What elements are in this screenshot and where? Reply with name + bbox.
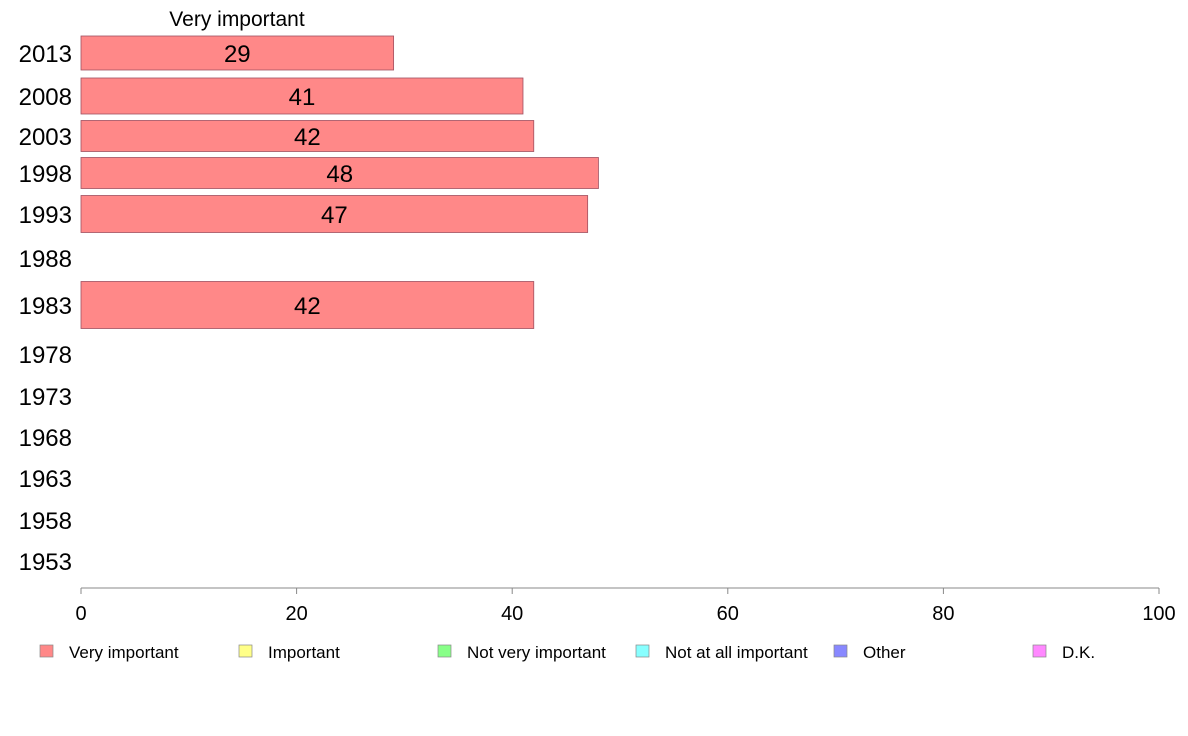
y-label-1963: 1963 (19, 466, 72, 493)
data-label-2003: 42 (294, 124, 321, 151)
x-tick-label-40: 40 (501, 603, 523, 625)
y-label-2008: 2008 (19, 84, 72, 111)
legend-swatch-0 (39, 644, 54, 658)
x-tick-label-20: 20 (285, 603, 307, 625)
legend-swatch-2 (437, 644, 452, 658)
legend-label-2: Not very important (467, 643, 606, 662)
y-label-1953: 1953 (19, 549, 72, 576)
legend-label-4: Other (863, 643, 906, 662)
x-tick-label-100: 100 (1142, 603, 1175, 625)
legend-swatch-5 (1032, 644, 1047, 658)
legend-swatch-1 (238, 644, 253, 658)
bar-1998-0 (80, 157, 599, 189)
bar-2003-0 (80, 120, 535, 152)
y-axis-labels: 2013 2008 2003 1998 1993 1988 1983 1978 1973 1968… (19, 41, 72, 576)
y-label-1973: 1973 (19, 384, 72, 411)
x-tick-label-0: 0 (75, 603, 86, 625)
legend-label-3: Not at all important (665, 643, 808, 662)
bar-2008-0 (80, 77, 524, 115)
data-label-2008: 41 (289, 84, 316, 111)
legend: Very important Important Not very importan… (39, 643, 1095, 662)
series-header: Very important (169, 8, 305, 31)
x-axis: 0 20 40 60 80 100 (75, 587, 1176, 625)
x-tick-label-80: 80 (932, 603, 954, 625)
bar-2013-0 (80, 35, 395, 71)
data-label-1998: 48 (326, 161, 353, 188)
legend-label-0: Very important (69, 643, 179, 662)
bar-1983-0 (80, 281, 535, 329)
y-label-1988: 1988 (19, 246, 72, 273)
legend-swatch-4 (833, 644, 848, 658)
legend-label-1: Important (268, 643, 340, 662)
y-label-1958: 1958 (19, 508, 72, 535)
y-label-2013: 2013 (19, 41, 72, 68)
y-label-1983: 1983 (19, 293, 72, 320)
y-label-1993: 1993 (19, 202, 72, 229)
data-label-1993: 47 (321, 202, 348, 229)
y-label-1968: 1968 (19, 425, 72, 452)
y-label-2003: 2003 (19, 124, 72, 151)
bar-1993-0 (80, 195, 589, 233)
data-label-1983: 42 (294, 293, 321, 320)
x-tick-label-60: 60 (717, 603, 739, 625)
y-label-1978: 1978 (19, 342, 72, 369)
y-label-1998: 1998 (19, 161, 72, 188)
data-label-2013: 29 (224, 41, 251, 68)
legend-label-5: D.K. (1062, 643, 1095, 662)
legend-swatch-3 (635, 644, 650, 658)
